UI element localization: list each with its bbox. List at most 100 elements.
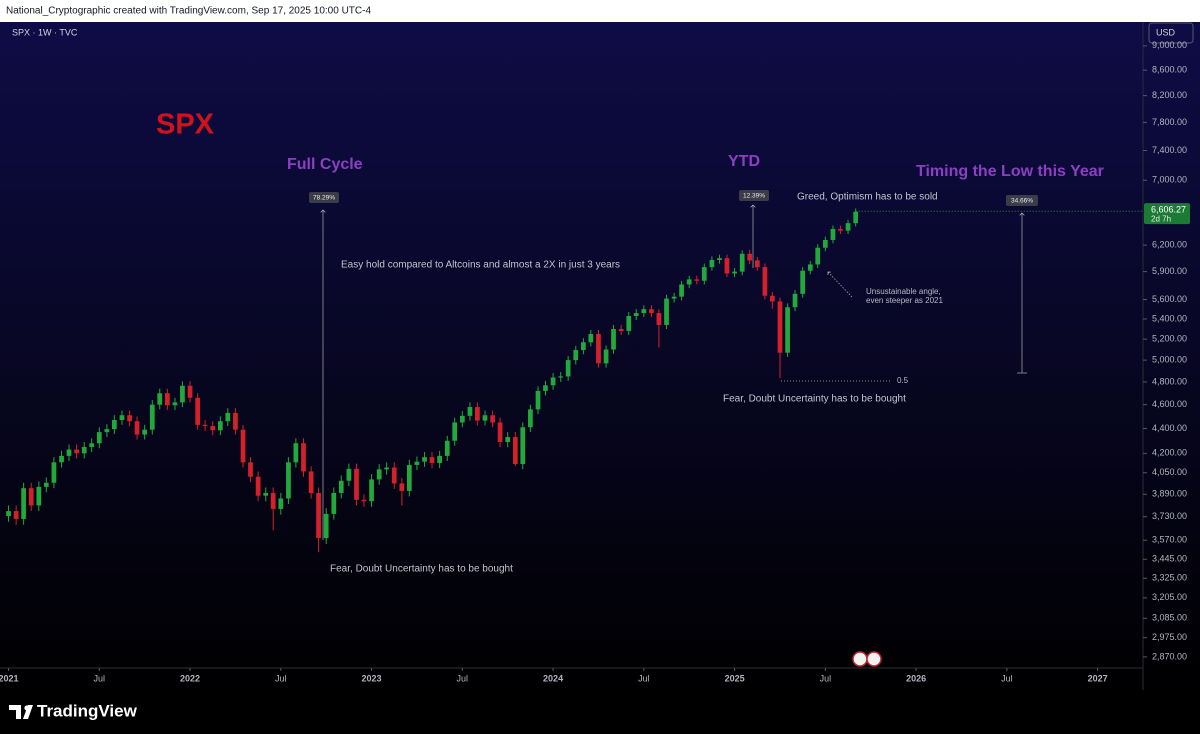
annotation: YTD: [728, 153, 760, 170]
candle-body: [520, 427, 526, 464]
candles: [6, 208, 859, 553]
candle-body: [626, 316, 632, 331]
candle-body: [512, 437, 518, 464]
candle-body: [104, 429, 110, 433]
y-tick-label: 4,600.00: [1152, 399, 1187, 409]
y-tick-label: 2,870.00: [1152, 651, 1187, 661]
candle-body: [656, 313, 662, 325]
candle-body: [694, 279, 700, 281]
candle-body: [354, 468, 359, 500]
candle-body: [611, 328, 616, 350]
candle-body: [96, 432, 102, 444]
y-tick-label: 3,570.00: [1152, 535, 1187, 545]
candle-body: [149, 404, 155, 430]
candle-body: [777, 301, 783, 353]
y-tick-label: 4,400.00: [1152, 423, 1187, 433]
y-tick-label: 5,900.00: [1152, 266, 1187, 276]
candle-body: [66, 449, 72, 456]
currency-box: [1148, 22, 1194, 44]
brand-name: TradingView: [37, 701, 138, 720]
candle-body: [747, 253, 753, 261]
annotation: even steeper as 2021: [866, 296, 943, 305]
candle-body: [361, 499, 367, 502]
candle-body: [187, 385, 193, 398]
y-tick-label: 2,975.00: [1152, 632, 1187, 642]
candle-body: [217, 421, 223, 431]
candle-body: [732, 271, 737, 274]
candle-body: [543, 385, 548, 391]
candle-body: [36, 486, 42, 506]
candle-body: [28, 488, 34, 506]
candle-body: [762, 267, 768, 296]
candle-body: [422, 457, 427, 462]
event-icon[interactable]: [852, 651, 868, 667]
candle-body: [293, 443, 299, 463]
candle-body: [853, 211, 859, 224]
candle-body: [13, 511, 19, 519]
candle-body: [830, 228, 836, 240]
candle-body: [316, 492, 321, 538]
candle-body: [429, 457, 435, 463]
annotation: Unsustainable angle,: [866, 287, 941, 296]
candle-body: [459, 415, 465, 423]
candle-body: [490, 415, 495, 423]
candle-body: [475, 407, 480, 421]
candle-body: [21, 488, 26, 519]
candle-body: [369, 479, 374, 502]
candle-body: [444, 440, 450, 456]
measure-box: [1006, 195, 1038, 206]
x-tick-label: Jul: [1001, 673, 1013, 683]
candle-body: [164, 393, 170, 406]
candle-body: [686, 279, 692, 285]
candle-body: [323, 513, 329, 538]
candle-body: [769, 295, 775, 302]
candle-body: [270, 492, 276, 509]
y-tick-label: 7,400.00: [1152, 145, 1187, 155]
candle-body: [739, 253, 745, 272]
candle-body: [822, 239, 828, 248]
candle-body: [308, 471, 314, 493]
y-tick-label: 8,200.00: [1152, 90, 1187, 100]
y-tick-label: 4,800.00: [1152, 376, 1187, 386]
candle-body: [195, 397, 201, 425]
chart-title: SPX: [156, 109, 215, 141]
brand-logo-dot: [24, 705, 30, 711]
event-icons: [852, 651, 882, 667]
annotation: 0.5: [897, 376, 909, 385]
candle-body: [664, 298, 669, 325]
y-tick-label: 3,890.00: [1152, 489, 1187, 499]
candle-body: [263, 492, 269, 496]
candle-body: [172, 402, 178, 406]
candle-body: [565, 360, 571, 377]
y-tick-label: 7,800.00: [1152, 117, 1187, 127]
candle-body: [633, 313, 639, 317]
candle-body: [528, 409, 533, 428]
candle-body: [482, 415, 488, 421]
y-tick-label: 3,445.00: [1152, 554, 1187, 564]
header-text: National_Cryptographic created with Trad…: [6, 6, 371, 17]
candle-body: [535, 390, 541, 410]
candle-body: [391, 467, 397, 484]
candle-body: [142, 429, 148, 435]
y-tick-label: 3,325.00: [1152, 573, 1187, 583]
candle-body: [588, 334, 594, 343]
event-icon[interactable]: [866, 651, 882, 667]
annotation: Fear, Doubt Uncertainty has to be bought: [723, 394, 906, 405]
x-tick-label: Jul: [638, 673, 650, 683]
candle-body: [641, 309, 647, 314]
candle-body: [807, 264, 813, 271]
footer: [0, 690, 1200, 734]
x-tick-label: 2026: [906, 673, 926, 683]
candle-body: [701, 267, 707, 281]
candle-body: [815, 247, 821, 265]
candle-body: [467, 407, 473, 416]
candle-body: [414, 461, 420, 465]
candle-body: [845, 223, 851, 231]
candle-body: [157, 393, 163, 405]
x-tick-label: 2024: [543, 673, 563, 683]
candle-body: [225, 412, 231, 422]
candle-body: [838, 228, 843, 231]
countdown-label: 2d 7h: [1151, 214, 1171, 223]
